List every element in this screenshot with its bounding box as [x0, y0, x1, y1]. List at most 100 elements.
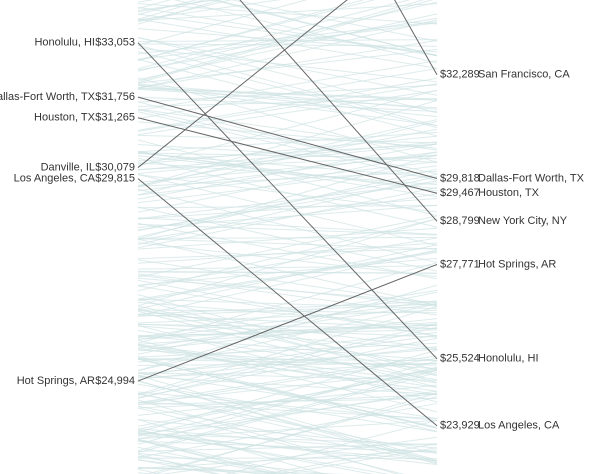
background-line	[137, 345, 438, 396]
slope-line	[239, 0, 438, 222]
background-line	[137, 308, 438, 377]
right-name-label: Hot Springs, AR	[478, 258, 556, 270]
background-line	[152, 392, 438, 474]
background-line	[137, 375, 438, 461]
right-value-label: $23,929	[440, 420, 480, 432]
background-lines	[137, 0, 438, 474]
background-line	[137, 0, 308, 46]
background-line	[137, 259, 438, 306]
background-line	[137, 83, 438, 110]
background-line	[137, 119, 438, 188]
left-value-label: $33,053	[95, 37, 135, 49]
background-line	[137, 298, 438, 310]
background-line	[137, 305, 438, 371]
background-line	[137, 277, 438, 304]
background-line	[262, 443, 438, 474]
background-line	[137, 44, 438, 127]
background-line	[137, 43, 438, 47]
background-line	[137, 13, 438, 56]
background-line	[137, 301, 438, 327]
background-line	[137, 151, 438, 192]
background-line	[137, 331, 438, 363]
background-line	[137, 321, 438, 340]
background-line	[137, 393, 438, 454]
background-line	[137, 155, 438, 190]
background-line	[137, 0, 411, 70]
background-line	[137, 399, 400, 474]
background-line	[137, 154, 438, 183]
background-line	[137, 98, 438, 107]
background-line	[137, 431, 438, 465]
right-name-label: Houston, TX	[478, 187, 540, 199]
background-line	[137, 349, 438, 433]
background-line	[137, 274, 438, 316]
background-line	[137, 165, 438, 204]
background-line	[210, 0, 438, 57]
highlight-lines	[137, 0, 438, 427]
background-line	[137, 434, 438, 462]
background-line	[137, 309, 438, 324]
background-line	[137, 384, 438, 416]
slope-line	[137, 178, 438, 427]
right-name-label: Honolulu, HI	[478, 353, 539, 365]
background-line	[137, 99, 438, 188]
background-line	[137, 204, 438, 229]
background-line	[137, 348, 438, 375]
background-line	[137, 242, 438, 264]
right-value-label: $28,799	[440, 215, 480, 227]
background-line	[137, 0, 434, 84]
background-line	[137, 0, 214, 13]
background-line	[137, 344, 438, 388]
right-value-label: $25,524	[440, 353, 480, 365]
background-line	[137, 438, 301, 474]
left-name-label: Dallas-Fort Worth, TX	[0, 91, 96, 103]
background-line	[137, 343, 438, 384]
background-line	[137, 157, 438, 228]
background-line	[137, 402, 438, 459]
right-value-label: $29,818	[440, 172, 480, 184]
background-line	[137, 120, 438, 196]
background-line	[137, 329, 438, 381]
background-line	[137, 204, 438, 209]
background-line	[137, 357, 438, 433]
background-line	[137, 0, 222, 25]
background-line	[137, 108, 438, 151]
background-line	[137, 335, 438, 361]
background-line	[137, 467, 300, 474]
background-line	[137, 111, 438, 181]
background-line	[137, 0, 282, 21]
background-line	[137, 383, 438, 433]
background-line	[137, 21, 438, 55]
background-line	[137, 0, 198, 15]
background-line	[137, 446, 278, 474]
background-line	[137, 187, 438, 249]
background-line	[137, 265, 438, 270]
background-line	[137, 0, 365, 61]
background-line	[137, 109, 438, 175]
left-value-label: $31,756	[95, 91, 135, 103]
background-line	[137, 298, 438, 384]
background-line	[137, 369, 438, 404]
background-line	[137, 19, 438, 90]
background-line	[137, 176, 438, 246]
background-line	[137, 188, 438, 264]
background-line	[137, 1, 438, 72]
background-line	[137, 89, 438, 167]
left-value-label: $30,079	[95, 161, 135, 173]
left-value-label: $31,265	[95, 112, 135, 124]
background-line	[137, 242, 438, 278]
background-line	[137, 380, 438, 465]
background-line	[137, 428, 438, 454]
right-name-label: Dallas-Fort Worth, TX	[478, 172, 585, 184]
right-value-label: $29,467	[440, 187, 480, 199]
right-value-label: $32,289	[440, 69, 480, 81]
background-line	[137, 152, 438, 179]
background-line	[137, 0, 233, 23]
background-line	[137, 349, 438, 370]
background-line	[173, 0, 438, 64]
background-line	[137, 250, 438, 300]
right-name-label: Los Angeles, CA	[478, 420, 560, 432]
background-line	[137, 215, 438, 278]
left-name-label: Danville, IL	[41, 161, 95, 173]
background-line	[137, 47, 438, 83]
